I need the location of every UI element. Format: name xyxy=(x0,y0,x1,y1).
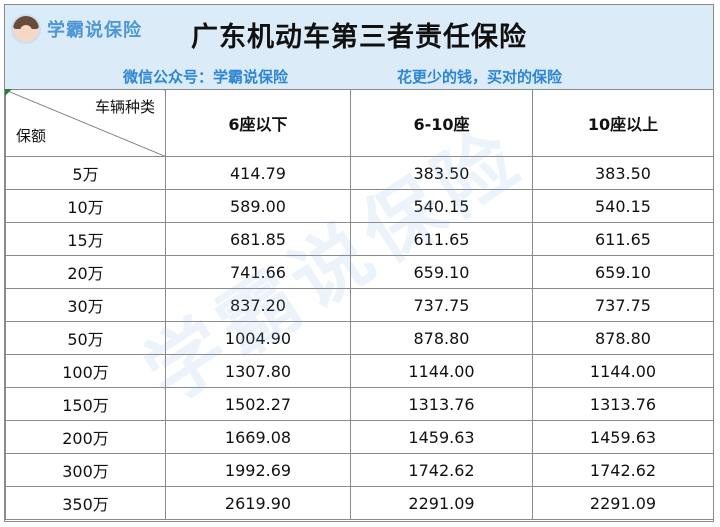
table-row: 50万 1004.90 878.80 878.80 xyxy=(5,321,714,355)
price-cell: 383.50 xyxy=(350,156,533,190)
slogan-text: 花更少的钱，买对的保险 xyxy=(397,68,563,86)
price-cell: 2619.90 xyxy=(165,486,351,520)
price-cell: 1004.90 xyxy=(165,321,351,355)
coverage-cell: 5万 xyxy=(5,156,166,190)
price-cell: 878.80 xyxy=(350,321,533,355)
brand-logo: 学霸说保险 xyxy=(11,14,147,44)
corner-marker xyxy=(5,89,12,96)
price-cell: 1742.62 xyxy=(350,453,533,487)
premium-table: 车辆种类 保额 6座以下 6-10座 10座以上 5万 414.79 383.5… xyxy=(5,89,714,520)
coverage-cell: 50万 xyxy=(5,321,166,355)
table-header-row: 车辆种类 保额 6座以下 6-10座 10座以上 xyxy=(5,89,714,157)
price-cell: 681.85 xyxy=(165,222,351,256)
table-row: 150万 1502.27 1313.76 1313.76 xyxy=(5,387,714,421)
coverage-cell: 10万 xyxy=(5,189,166,223)
column-header: 6座以下 xyxy=(165,89,351,157)
price-cell: 1992.69 xyxy=(165,453,351,487)
coverage-cell: 15万 xyxy=(5,222,166,256)
header-banner: 学霸说保险 广东机动车第三者责任保险 微信公众号：学霸说保险 花更少的钱，买对的… xyxy=(5,5,713,89)
price-cell: 2291.09 xyxy=(350,486,533,520)
table-row: 350万 2619.90 2291.09 2291.09 xyxy=(5,486,714,520)
price-cell: 589.00 xyxy=(165,189,351,223)
column-header: 10座以上 xyxy=(532,89,714,157)
coverage-cell: 100万 xyxy=(5,354,166,388)
table-row: 30万 837.20 737.75 737.75 xyxy=(5,288,714,322)
page-title: 广东机动车第三者责任保险 xyxy=(191,22,527,53)
price-cell: 837.20 xyxy=(165,288,351,322)
column-header: 6-10座 xyxy=(350,89,533,157)
price-cell: 540.15 xyxy=(350,189,533,223)
price-cell: 1313.76 xyxy=(350,387,533,421)
table-row: 200万 1669.08 1459.63 1459.63 xyxy=(5,420,714,454)
price-cell: 1669.08 xyxy=(165,420,351,454)
avatar-icon xyxy=(11,14,41,44)
table-row: 300万 1992.69 1742.62 1742.62 xyxy=(5,453,714,487)
table-row: 5万 414.79 383.50 383.50 xyxy=(5,156,714,190)
price-cell: 1144.00 xyxy=(532,354,714,388)
price-cell: 383.50 xyxy=(532,156,714,190)
vehicle-type-header: 车辆种类 xyxy=(94,98,155,116)
price-cell: 741.66 xyxy=(165,255,351,289)
table-row: 10万 589.00 540.15 540.15 xyxy=(5,189,714,223)
price-cell: 2291.09 xyxy=(532,486,714,520)
outer-border xyxy=(4,4,714,522)
coverage-cell: 350万 xyxy=(5,486,166,520)
corner-header-cell: 车辆种类 保额 xyxy=(5,89,166,157)
coverage-header: 保额 xyxy=(16,127,47,145)
price-cell: 1313.76 xyxy=(532,387,714,421)
brand-name: 学霸说保险 xyxy=(47,20,142,41)
coverage-cell: 200万 xyxy=(5,420,166,454)
price-cell: 1502.27 xyxy=(165,387,351,421)
price-cell: 1307.80 xyxy=(165,354,351,388)
table-row: 20万 741.66 659.10 659.10 xyxy=(5,255,714,289)
wechat-account-text: 微信公众号：学霸说保险 xyxy=(123,68,289,86)
